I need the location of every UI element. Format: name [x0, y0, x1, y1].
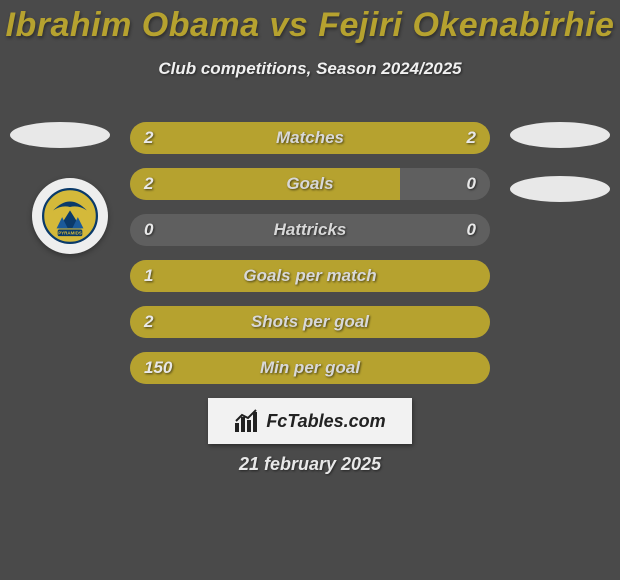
stat-value-left: 2 [144, 306, 153, 338]
stat-value-left: 1 [144, 260, 153, 292]
stat-bar-left [130, 260, 490, 292]
stat-bar-right [310, 122, 490, 154]
brand-text: FcTables.com [266, 411, 385, 432]
stat-value-right: 0 [467, 168, 476, 200]
stat-bar-left [130, 306, 490, 338]
stat-row: 2Shots per goal [130, 306, 490, 338]
stat-value-right: 0 [467, 214, 476, 246]
stat-label: Hattricks [130, 214, 490, 246]
stats-container: 22Matches20Goals00Hattricks1Goals per ma… [130, 122, 490, 398]
page-title: Ibrahim Obama vs Fejiri Okenabirhie [0, 0, 620, 45]
stat-bar-left [130, 168, 400, 200]
stat-row: 20Goals [130, 168, 490, 200]
svg-text:PYRAMIDS: PYRAMIDS [58, 230, 82, 235]
player2-placeholder-oval [510, 122, 610, 148]
player2-club-oval [510, 176, 610, 202]
stat-value-left: 0 [144, 214, 153, 246]
stat-row: 150Min per goal [130, 352, 490, 384]
stat-value-right: 2 [467, 122, 476, 154]
player1-club-badge: PYRAMIDS [32, 178, 108, 254]
stat-value-left: 2 [144, 168, 153, 200]
stat-bar-right [400, 168, 490, 200]
comparison-infographic: Ibrahim Obama vs Fejiri Okenabirhie Club… [0, 0, 620, 580]
subtitle: Club competitions, Season 2024/2025 [0, 59, 620, 79]
player1-placeholder-oval [10, 122, 110, 148]
stat-bar-left [130, 122, 310, 154]
stat-row: 1Goals per match [130, 260, 490, 292]
stat-bar-left [130, 352, 490, 384]
stat-value-left: 150 [144, 352, 172, 384]
stat-row: 22Matches [130, 122, 490, 154]
pyramids-badge-icon: PYRAMIDS [42, 188, 98, 244]
brand-box[interactable]: FcTables.com [208, 398, 412, 444]
fctables-logo-icon [234, 409, 260, 433]
date-text: 21 february 2025 [0, 454, 620, 475]
stat-value-left: 2 [144, 122, 153, 154]
stat-row: 0 0Hattricks [130, 214, 490, 246]
